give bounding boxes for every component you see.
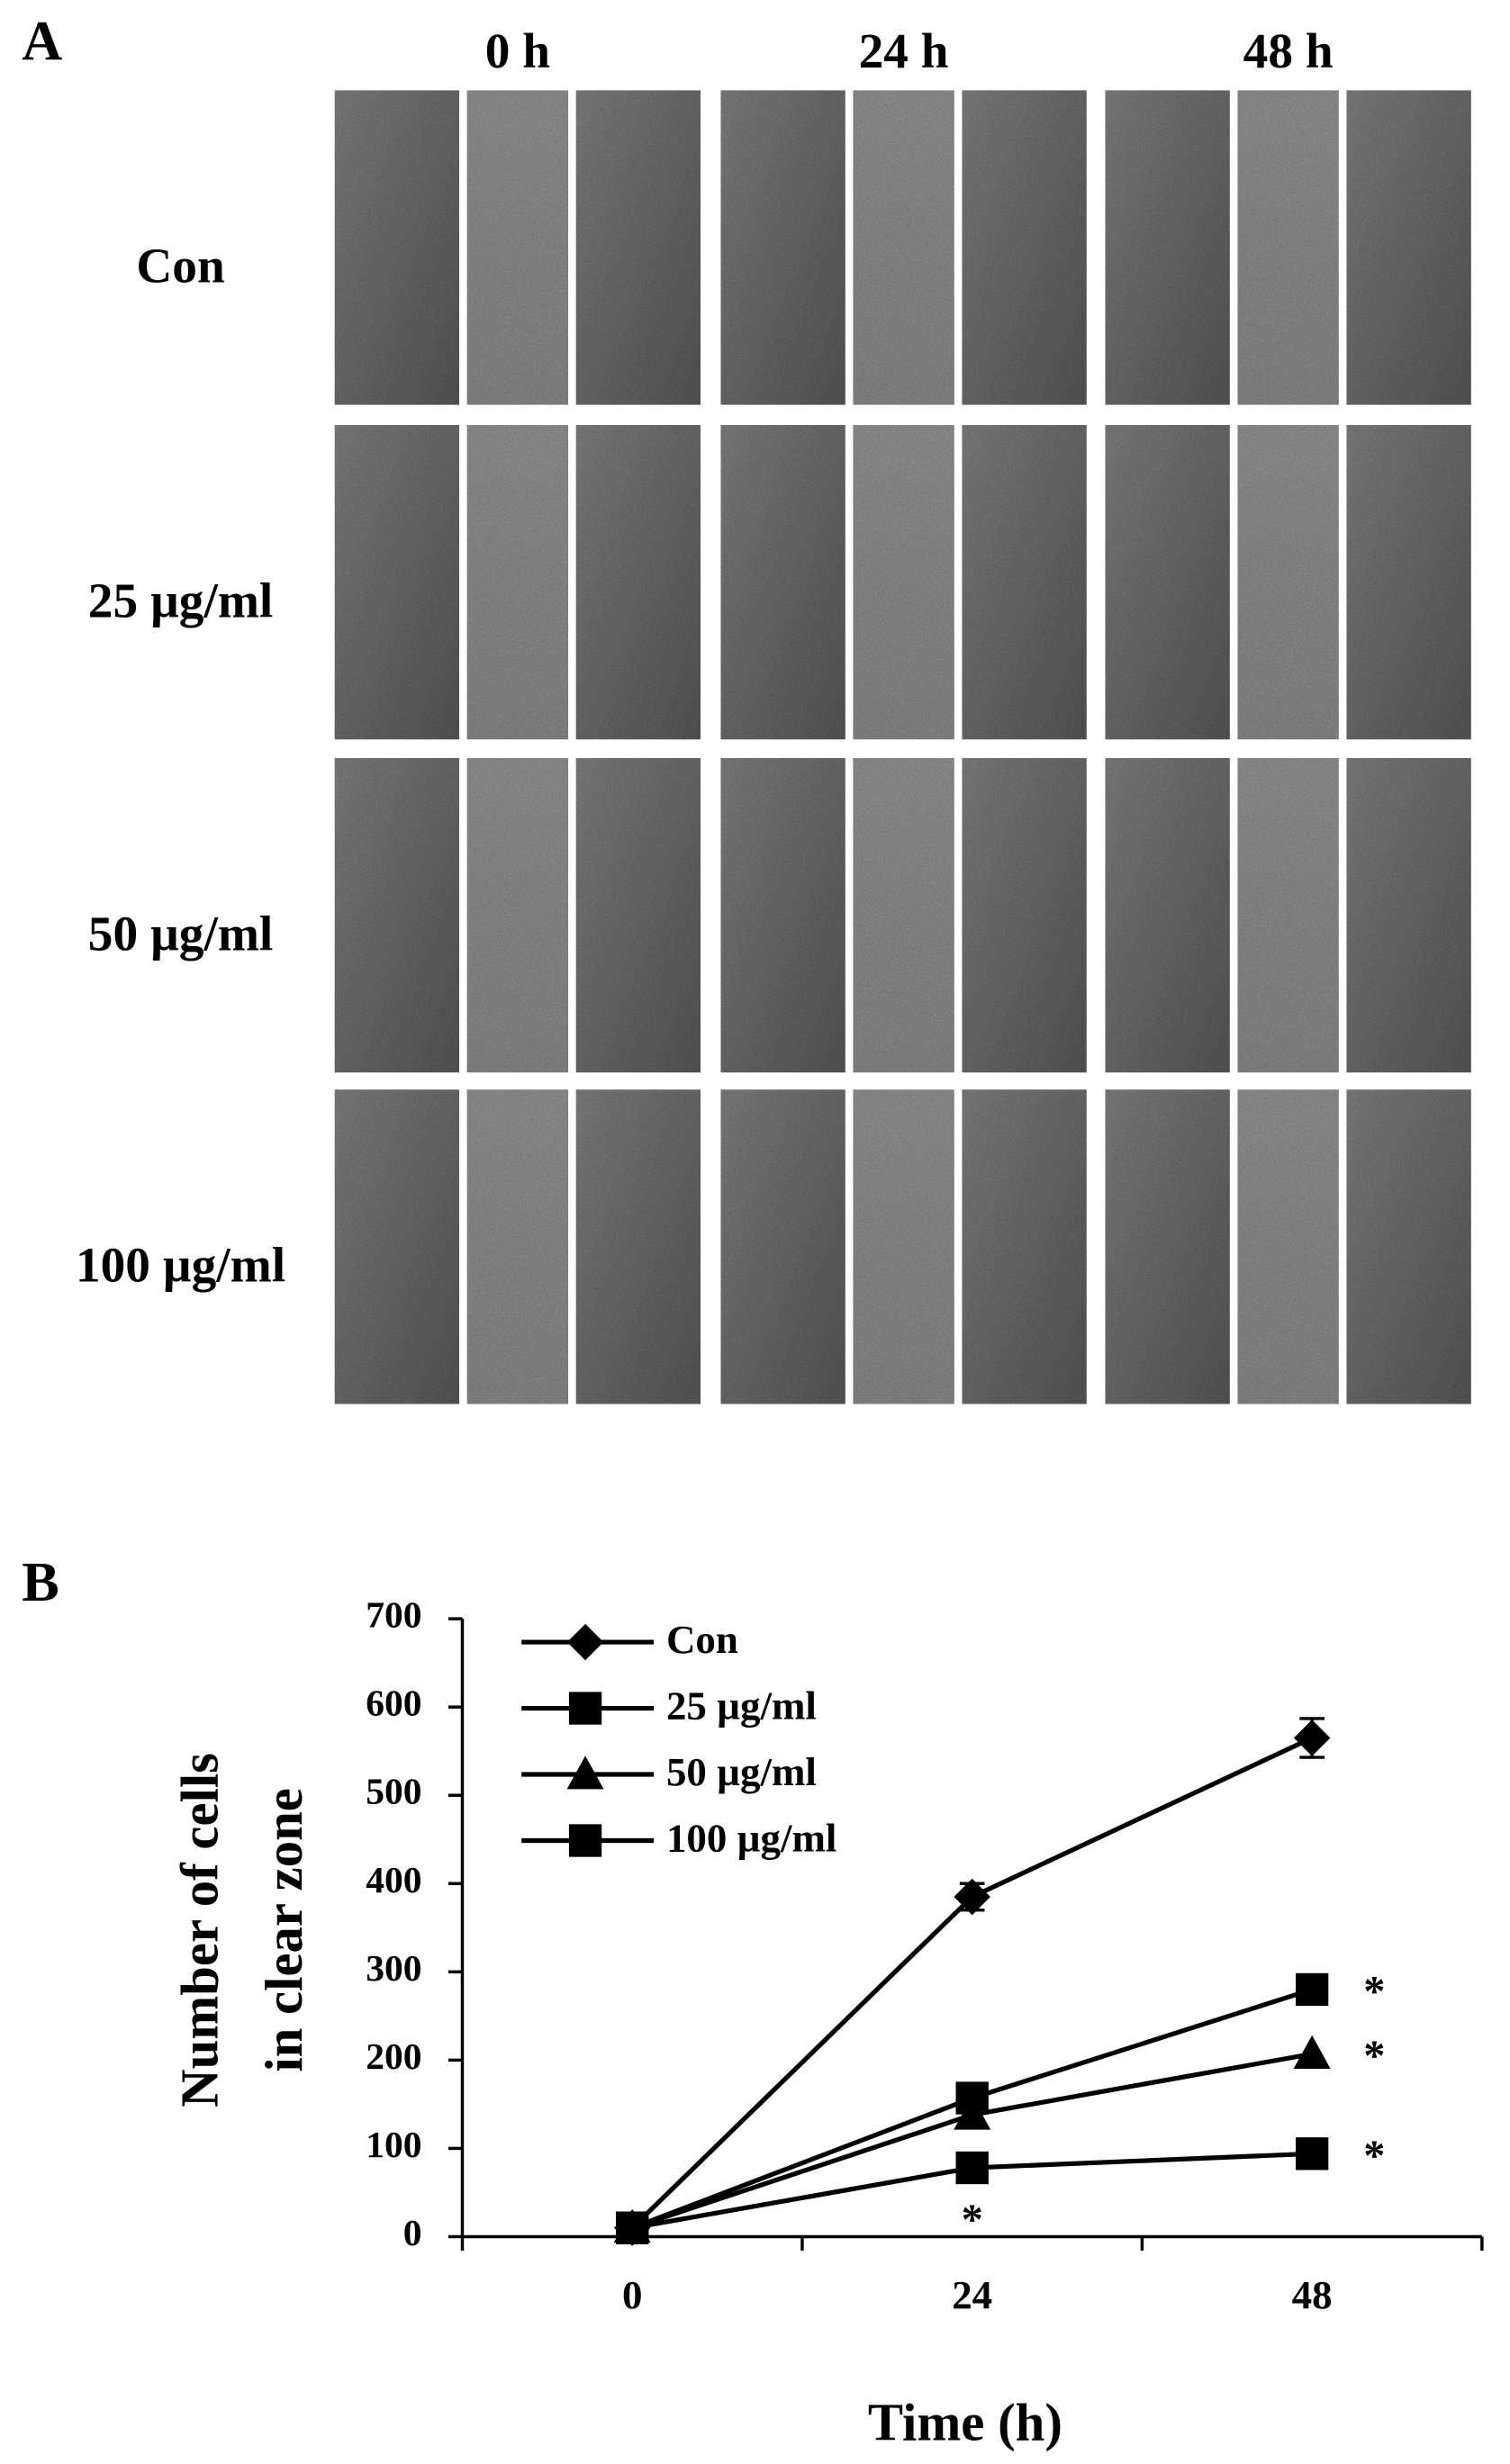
y-tick-label: 400	[366, 1859, 421, 1900]
micrograph-strip	[466, 90, 569, 405]
row-label: 25 µg/ml	[88, 573, 273, 627]
micrograph-strip	[334, 90, 460, 405]
significance-mark: *	[1363, 2033, 1385, 2080]
legend-label: Con	[666, 1617, 738, 1662]
column-label: 0 h	[485, 23, 550, 78]
micrograph-strip	[720, 1089, 845, 1404]
micrograph-strip	[853, 1089, 954, 1404]
micrograph-strip	[962, 758, 1087, 1073]
micrograph-strip	[1346, 1089, 1471, 1404]
marker	[566, 1623, 604, 1661]
marker	[616, 2211, 649, 2244]
marker	[1295, 2137, 1329, 2171]
marker	[954, 2096, 991, 2130]
y-axis-label: Number of cells	[171, 1753, 230, 2107]
legend-label: 50 µg/ml	[666, 1749, 817, 1794]
micrograph-strip	[962, 1089, 1087, 1404]
marker	[955, 2151, 989, 2185]
marker	[568, 1692, 602, 1725]
micrograph-strip	[334, 1089, 460, 1404]
marker	[1293, 1719, 1331, 1756]
marker	[1293, 2035, 1331, 2069]
y-tick-label: 0	[403, 2212, 422, 2253]
x-tick-label: 48	[1292, 2272, 1333, 2317]
micrograph-strip	[853, 90, 954, 405]
significance-mark: *	[1363, 1968, 1385, 2016]
micrograph-strip	[466, 1089, 569, 1404]
row-label: 100 µg/ml	[76, 1238, 285, 1293]
significance-mark: *	[1363, 2132, 1385, 2180]
micrograph-strip	[962, 90, 1087, 405]
micrograph-strip	[853, 758, 954, 1073]
micrograph-strip	[334, 758, 460, 1073]
y-tick-label: 300	[366, 1947, 421, 1989]
panel-label: B	[22, 1552, 59, 1613]
x-tick-label: 24	[952, 2272, 992, 2317]
y-tick-label: 100	[366, 2124, 421, 2165]
micrograph-strip	[1346, 425, 1471, 740]
column-label: 48 h	[1243, 23, 1334, 78]
x-axis-label: Time (h)	[868, 2394, 1062, 2452]
micrograph-strip	[1105, 758, 1230, 1073]
micrograph-strip	[1346, 90, 1471, 405]
micrograph-strip	[575, 1089, 701, 1404]
y-tick-label: 600	[366, 1683, 421, 1724]
micrograph-strip	[962, 425, 1087, 740]
y-tick-label: 200	[366, 2035, 421, 2077]
marker	[954, 1878, 990, 1916]
panel-b: B Time (h) Number of cells in clear zone…	[22, 1552, 1484, 2452]
micrograph-strip	[466, 758, 569, 1073]
y-tick-label: 700	[366, 1594, 421, 1636]
legend-label: 25 µg/ml	[666, 1683, 817, 1728]
row-label: 50 µg/ml	[88, 906, 273, 961]
panel-a: 0 h 24 h 48 h Con 25 µg/ml 50 µg/ml 100 µg/ml	[76, 23, 1471, 1404]
micrograph-strip	[466, 425, 569, 740]
significance-mark: *	[962, 2196, 983, 2243]
micrograph-strip	[1105, 425, 1230, 740]
micrograph-strip	[720, 758, 845, 1073]
micrograph-strip	[575, 758, 701, 1073]
micrograph-strip	[1105, 90, 1230, 405]
micrograph-strip	[1105, 1089, 1230, 1404]
legend-label: 100 µg/ml	[666, 1816, 836, 1861]
marker	[566, 1755, 604, 1790]
micrograph-strip	[720, 425, 845, 740]
marker	[568, 1824, 602, 1857]
y-axis-label: in clear zone	[255, 1788, 313, 2072]
y-tick-label: 500	[366, 1771, 421, 1812]
column-label: 24 h	[859, 23, 949, 78]
micrograph-strip	[853, 425, 954, 740]
micrograph-strip	[1237, 90, 1339, 405]
panel-label: A	[22, 11, 62, 72]
x-tick-label: 0	[622, 2272, 642, 2317]
micrograph-strip	[720, 90, 845, 405]
micrograph-strip	[334, 425, 460, 740]
micrograph-strip	[575, 425, 701, 740]
micrograph-strip	[1237, 1089, 1339, 1404]
micrograph-strip	[575, 90, 701, 405]
micrograph-strip	[1237, 758, 1339, 1073]
marker	[1295, 1972, 1329, 2007]
micrograph-strip	[1237, 425, 1339, 740]
row-label: Con	[136, 239, 224, 293]
micrograph-strip	[1346, 758, 1471, 1073]
